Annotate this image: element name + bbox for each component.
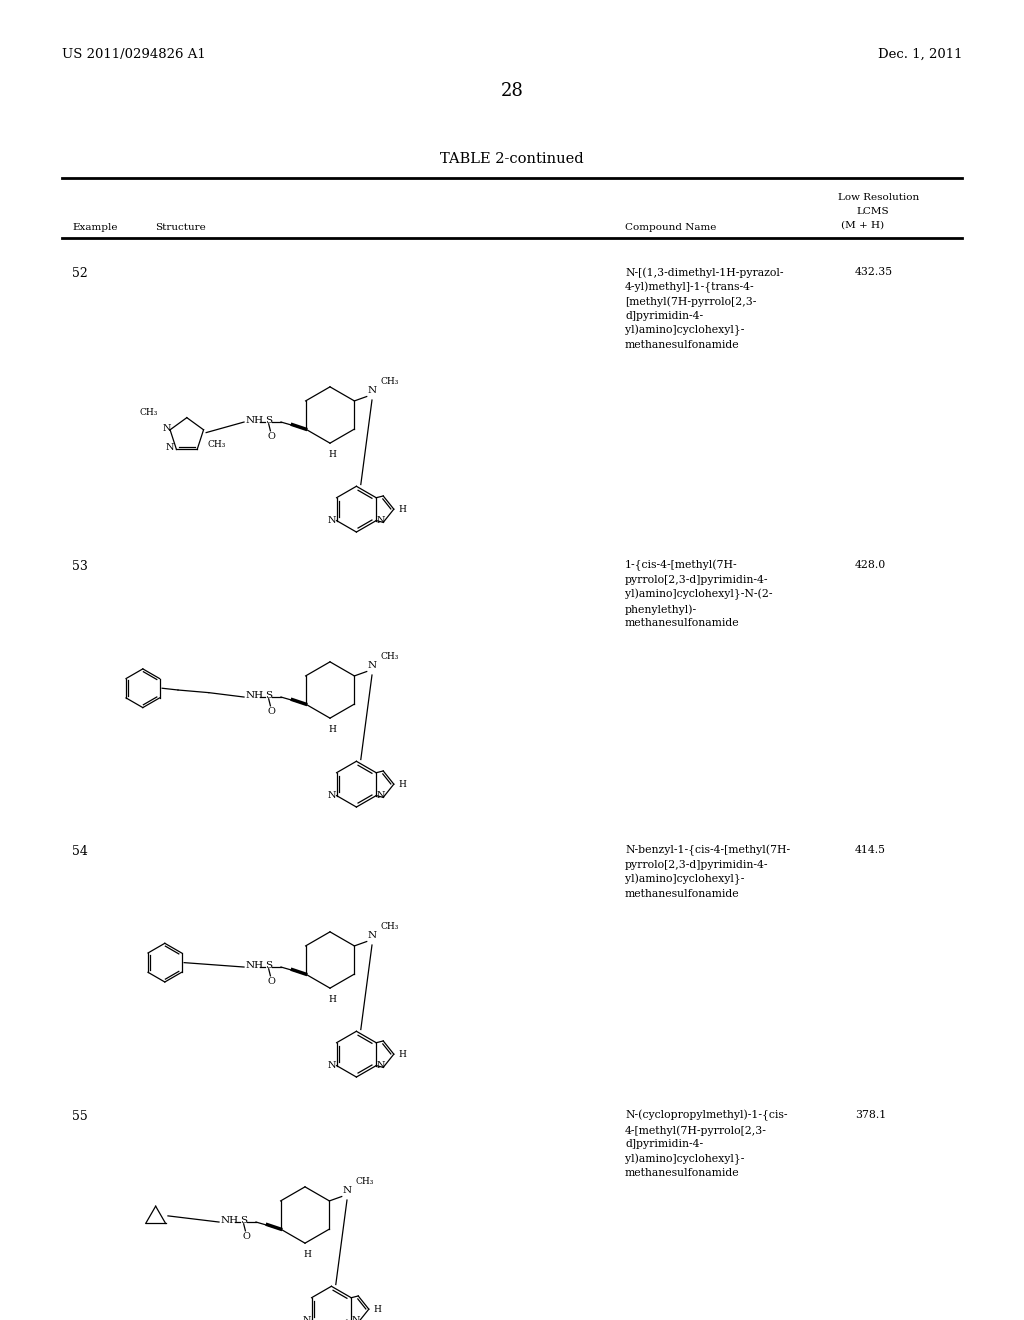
Text: 414.5: 414.5 — [855, 845, 886, 855]
Text: CH₃: CH₃ — [381, 921, 399, 931]
Text: N: N — [368, 931, 377, 940]
Text: H: H — [329, 995, 337, 1005]
Text: O: O — [243, 1232, 250, 1241]
Text: Structure: Structure — [155, 223, 206, 232]
Text: Compound Name: Compound Name — [625, 223, 717, 232]
Text: N: N — [303, 1316, 311, 1320]
Text: 1-{cis-4-[methyl(7H-
pyrrolo[2,3-d]pyrimidin-4-
yl)amino]cyclohexyl}-N-(2-
pheny: 1-{cis-4-[methyl(7H- pyrrolo[2,3-d]pyrim… — [625, 560, 772, 628]
Text: NH: NH — [246, 690, 263, 700]
Text: H: H — [398, 780, 407, 788]
Text: H: H — [398, 1049, 407, 1059]
Text: O: O — [267, 432, 275, 441]
Text: N: N — [165, 444, 174, 453]
Text: TABLE 2-continued: TABLE 2-continued — [440, 152, 584, 166]
Text: H: H — [304, 1250, 311, 1259]
Text: 432.35: 432.35 — [855, 267, 893, 277]
Text: N: N — [377, 791, 385, 800]
Text: (M + H): (M + H) — [841, 220, 884, 230]
Text: S: S — [265, 961, 272, 970]
Text: N: N — [328, 791, 337, 800]
Text: N: N — [328, 516, 337, 525]
Text: N-benzyl-1-{cis-4-[methyl(7H-
pyrrolo[2,3-d]pyrimidin-4-
yl)amino]cyclohexyl}-
m: N-benzyl-1-{cis-4-[methyl(7H- pyrrolo[2,… — [625, 845, 791, 899]
Text: N: N — [328, 1061, 337, 1071]
Text: H: H — [374, 1304, 382, 1313]
Text: 28: 28 — [501, 82, 523, 100]
Text: LCMS: LCMS — [856, 207, 889, 216]
Text: S: S — [265, 690, 272, 700]
Text: S: S — [265, 416, 272, 425]
Text: Low Resolution: Low Resolution — [838, 193, 920, 202]
Text: NH: NH — [220, 1216, 239, 1225]
Text: CH₃: CH₃ — [355, 1177, 374, 1185]
Text: CH₃: CH₃ — [381, 652, 399, 661]
Text: N: N — [368, 661, 377, 669]
Text: S: S — [240, 1216, 247, 1225]
Text: 52: 52 — [72, 267, 88, 280]
Text: O: O — [267, 977, 275, 986]
Text: N: N — [377, 516, 385, 525]
Text: NH: NH — [246, 961, 263, 970]
Text: NH: NH — [246, 416, 263, 425]
Text: H: H — [329, 450, 337, 459]
Text: Dec. 1, 2011: Dec. 1, 2011 — [878, 48, 962, 61]
Text: H: H — [329, 725, 337, 734]
Text: 55: 55 — [72, 1110, 88, 1123]
Text: N: N — [342, 1185, 351, 1195]
Text: N: N — [377, 1061, 385, 1071]
Text: O: O — [267, 706, 275, 715]
Text: Example: Example — [72, 223, 118, 232]
Text: US 2011/0294826 A1: US 2011/0294826 A1 — [62, 48, 206, 61]
Text: N: N — [163, 424, 171, 433]
Text: N: N — [368, 385, 377, 395]
Text: N-(cyclopropylmethyl)-1-{cis-
4-[methyl(7H-pyrrolo[2,3-
d]pyrimidin-4-
yl)amino]: N-(cyclopropylmethyl)-1-{cis- 4-[methyl(… — [625, 1110, 787, 1179]
Text: 53: 53 — [72, 560, 88, 573]
Text: N: N — [351, 1316, 359, 1320]
Text: N-[(1,3-dimethyl-1H-pyrazol-
4-yl)methyl]-1-{trans-4-
[methyl(7H-pyrrolo[2,3-
d]: N-[(1,3-dimethyl-1H-pyrazol- 4-yl)methyl… — [625, 267, 783, 350]
Text: H: H — [398, 504, 407, 513]
Text: 378.1: 378.1 — [855, 1110, 886, 1119]
Text: CH₃: CH₃ — [139, 408, 158, 417]
Text: 54: 54 — [72, 845, 88, 858]
Text: CH₃: CH₃ — [381, 378, 399, 385]
Text: 428.0: 428.0 — [855, 560, 886, 570]
Text: CH₃: CH₃ — [208, 441, 226, 449]
